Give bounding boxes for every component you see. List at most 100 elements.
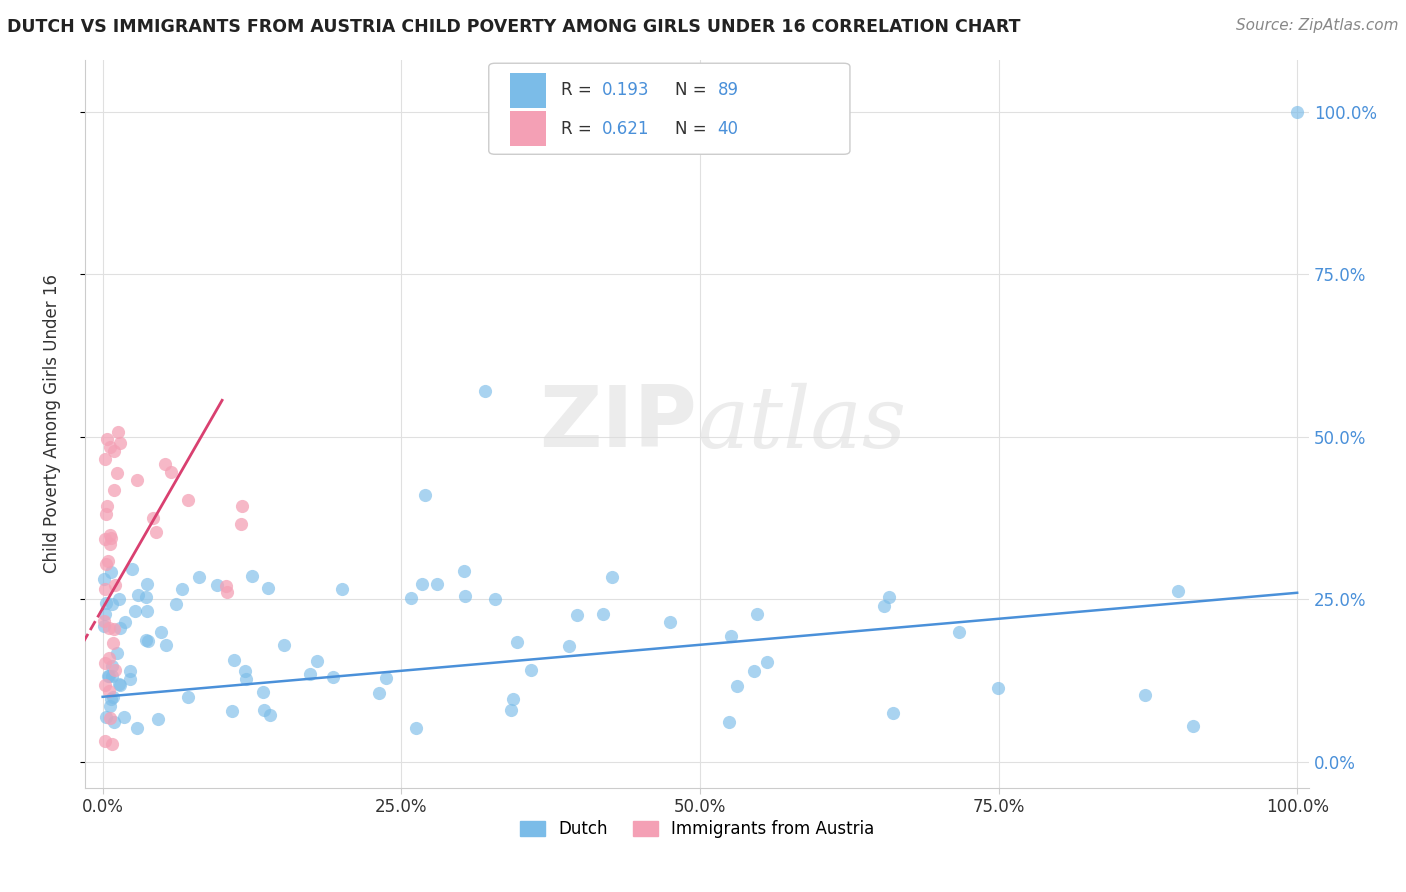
FancyBboxPatch shape <box>509 112 547 146</box>
Point <box>330 582 353 597</box>
Point <box>368 686 391 700</box>
Point <box>215 585 238 599</box>
Point <box>499 703 522 717</box>
Point <box>177 492 200 507</box>
Point <box>107 466 129 480</box>
Point <box>135 590 157 604</box>
Point <box>322 670 344 684</box>
Point <box>103 622 125 636</box>
Text: atlas: atlas <box>697 383 905 465</box>
Point <box>399 591 422 605</box>
Text: Source: ZipAtlas.com: Source: ZipAtlas.com <box>1236 18 1399 33</box>
Point <box>177 690 200 705</box>
Point <box>121 562 143 576</box>
Point <box>231 517 253 532</box>
Point <box>873 599 896 613</box>
Point <box>756 656 779 670</box>
Point <box>100 711 122 725</box>
Point <box>103 444 125 458</box>
Text: 0.193: 0.193 <box>602 81 650 99</box>
Text: DUTCH VS IMMIGRANTS FROM AUSTRIA CHILD POVERTY AMONG GIRLS UNDER 16 CORRELATION : DUTCH VS IMMIGRANTS FROM AUSTRIA CHILD P… <box>7 18 1021 36</box>
Point <box>127 722 149 736</box>
Point <box>240 569 263 583</box>
Point <box>98 528 121 542</box>
Point <box>101 737 124 751</box>
Point <box>484 591 506 606</box>
Point <box>592 607 614 621</box>
Point <box>1181 719 1204 733</box>
Point <box>94 507 117 521</box>
Point <box>454 590 477 604</box>
Point <box>108 591 131 606</box>
Point <box>100 597 122 611</box>
Point <box>453 565 475 579</box>
Point <box>98 650 121 665</box>
Point <box>718 714 741 729</box>
Point <box>146 712 169 726</box>
Text: 89: 89 <box>717 81 738 99</box>
Point <box>506 634 529 648</box>
Point <box>474 384 496 399</box>
Point <box>114 710 136 724</box>
Legend: Dutch, Immigrants from Austria: Dutch, Immigrants from Austria <box>513 814 880 845</box>
Point <box>100 692 122 706</box>
Point <box>747 607 769 622</box>
Point <box>135 577 157 591</box>
Point <box>307 655 329 669</box>
Point <box>120 672 142 686</box>
Point <box>97 669 120 683</box>
Point <box>100 531 122 545</box>
Point <box>1167 583 1189 598</box>
Point <box>231 500 253 514</box>
Text: N =: N = <box>675 120 711 137</box>
Point <box>114 615 136 629</box>
Point <box>125 473 148 487</box>
Point <box>256 581 278 595</box>
Text: R =: R = <box>561 120 598 137</box>
Point <box>725 679 748 693</box>
Point <box>987 681 1010 695</box>
Point <box>602 570 624 584</box>
Text: R =: R = <box>561 81 598 99</box>
Point <box>136 634 159 648</box>
Point <box>520 663 543 677</box>
Point <box>118 665 141 679</box>
FancyBboxPatch shape <box>509 73 547 108</box>
Point <box>150 625 173 640</box>
Point <box>104 578 127 592</box>
Point <box>110 436 132 450</box>
Point <box>93 614 115 628</box>
Point <box>235 672 257 686</box>
Point <box>374 671 396 685</box>
Point <box>145 524 167 539</box>
Point <box>659 615 682 629</box>
Point <box>155 638 177 652</box>
Point <box>108 678 131 692</box>
Point <box>103 483 125 498</box>
Point <box>215 579 238 593</box>
Point <box>207 578 229 592</box>
Point <box>94 582 117 596</box>
Point <box>101 636 124 650</box>
Text: N =: N = <box>675 81 711 99</box>
Point <box>94 734 117 748</box>
Point <box>94 607 117 622</box>
Point <box>94 678 117 692</box>
Text: 0.621: 0.621 <box>602 120 650 137</box>
Point <box>502 692 524 706</box>
Point <box>142 510 165 524</box>
Point <box>165 597 187 611</box>
Point <box>96 499 118 513</box>
Point <box>948 624 970 639</box>
Point <box>273 638 295 652</box>
Point <box>426 577 449 591</box>
Point <box>124 604 146 618</box>
Point <box>187 569 209 583</box>
Point <box>104 663 127 677</box>
Point <box>98 684 121 698</box>
Point <box>108 621 131 635</box>
Point <box>1133 689 1156 703</box>
Point <box>1286 104 1309 119</box>
Point <box>100 565 122 579</box>
Point <box>411 576 433 591</box>
